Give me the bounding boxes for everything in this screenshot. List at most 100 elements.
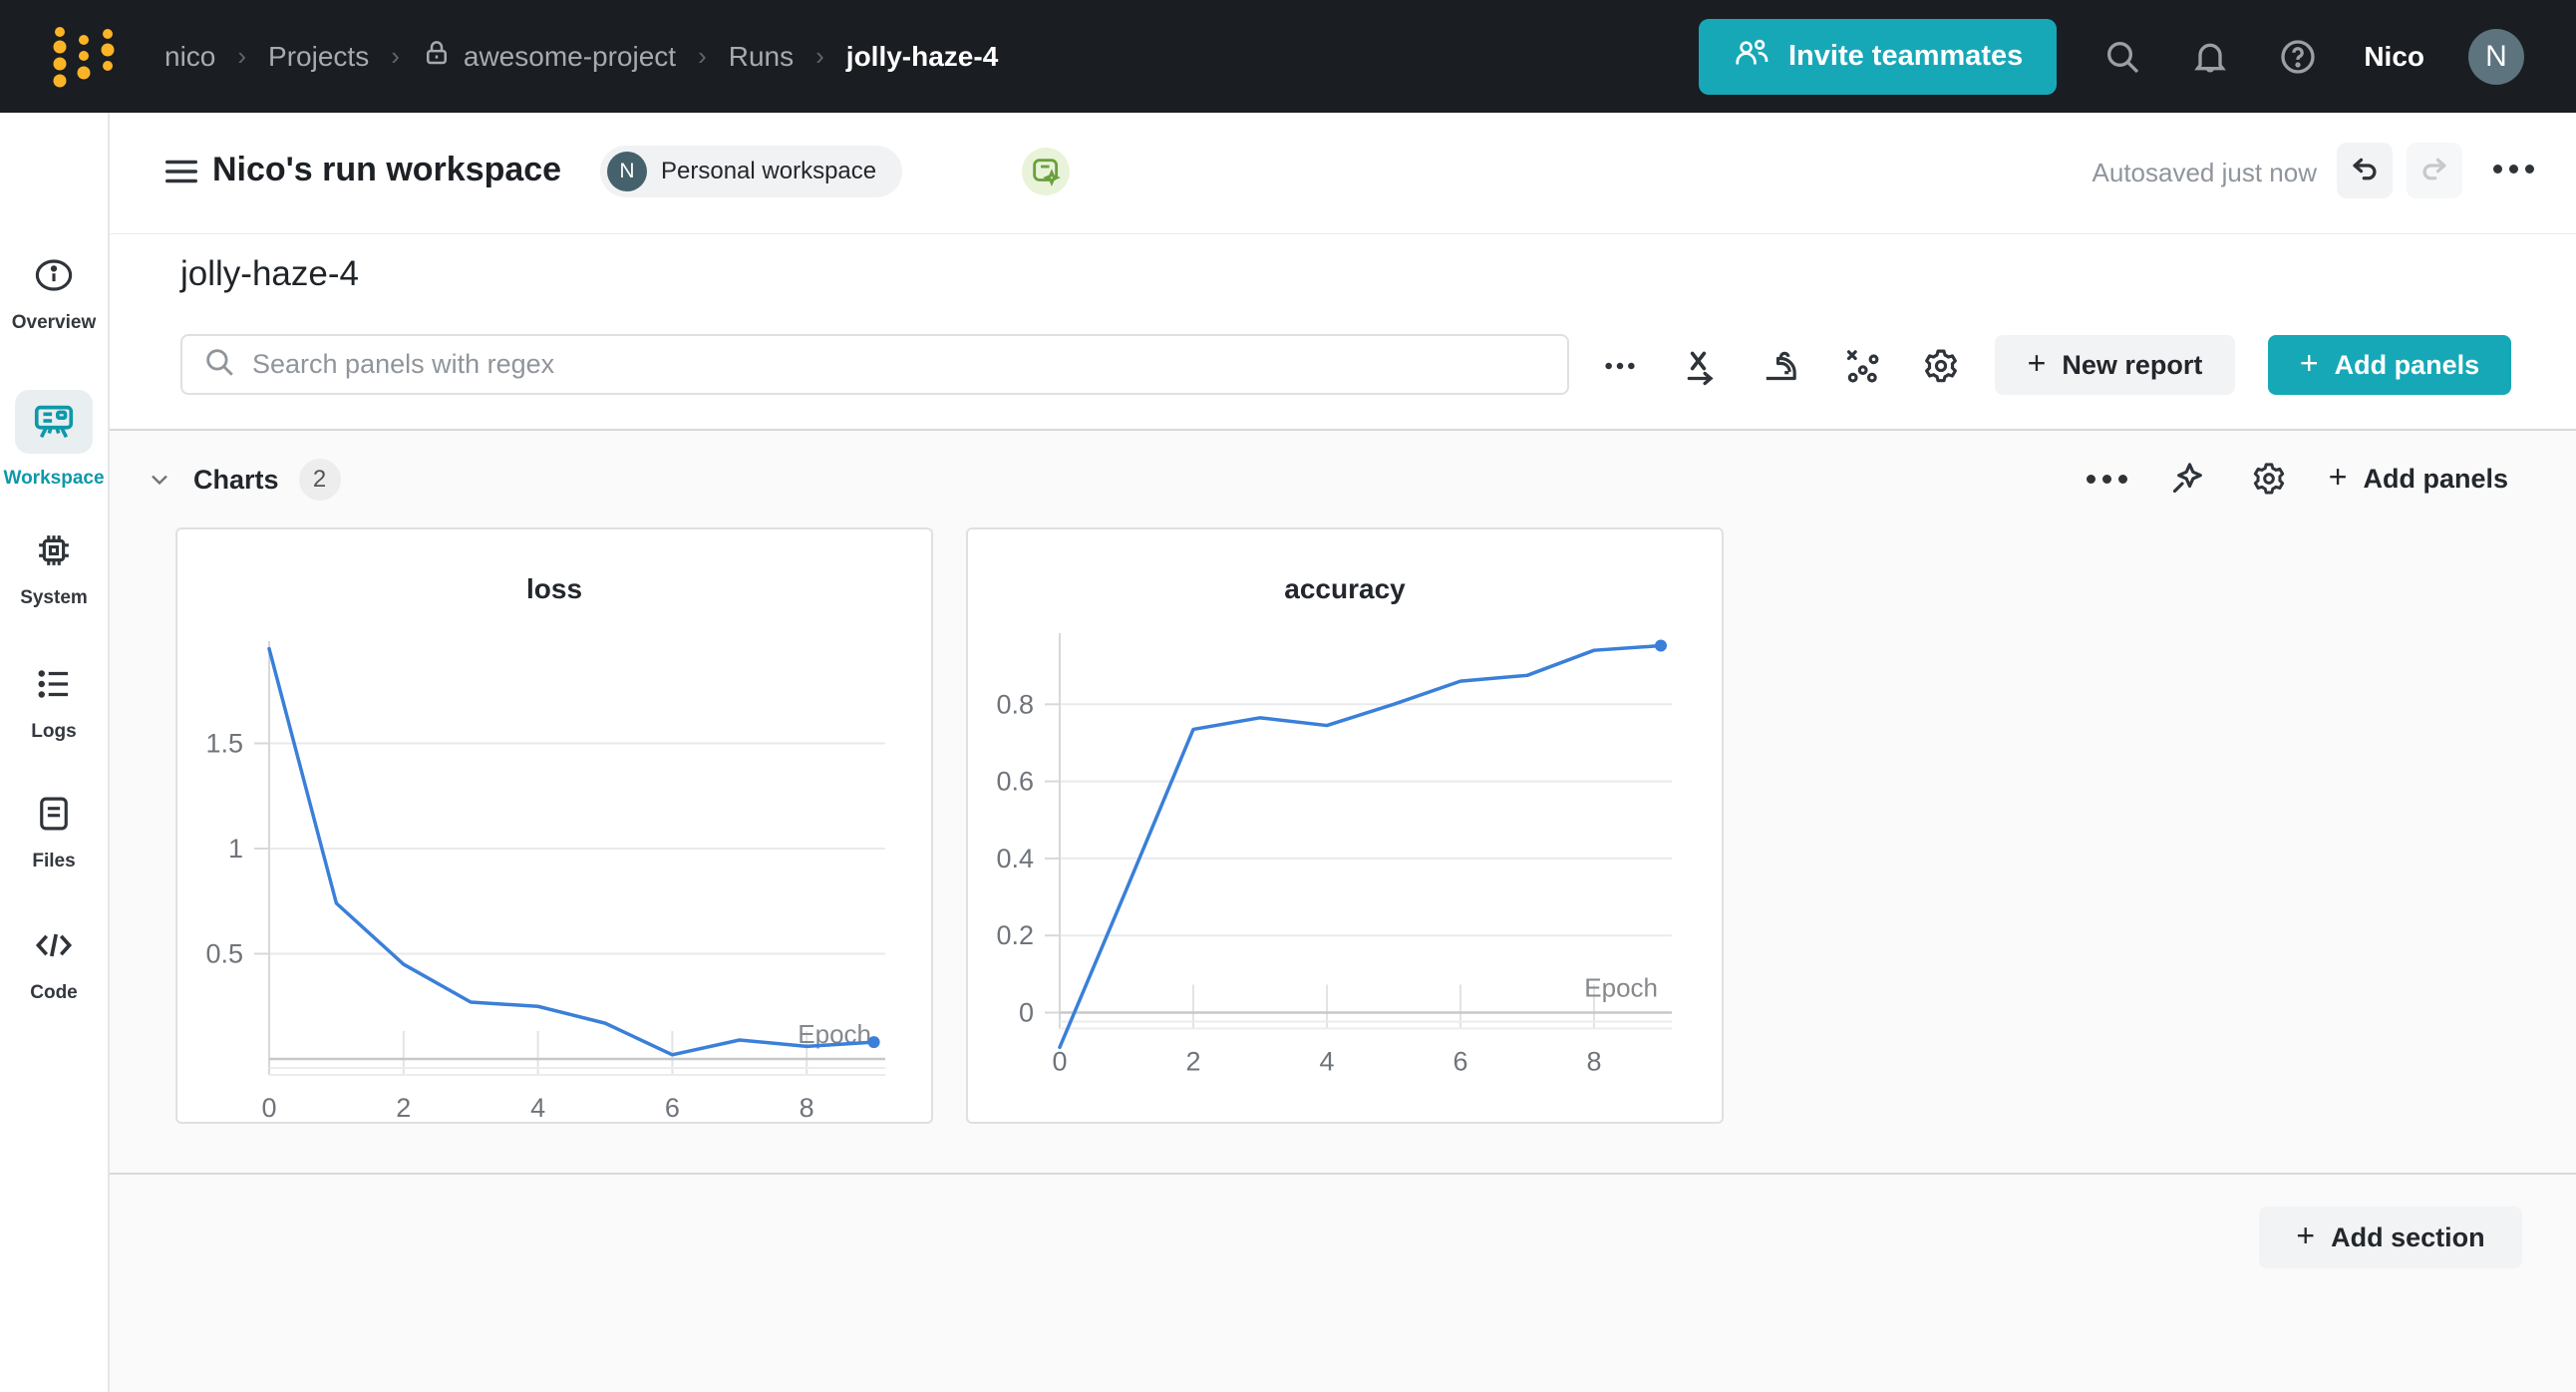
search-icon[interactable] (2100, 35, 2144, 79)
document-icon (0, 791, 108, 837)
svg-text:0.8: 0.8 (996, 689, 1034, 719)
section-add-panels-button[interactable]: + Add panels (2328, 459, 2508, 495)
breadcrumb-projects[interactable]: Projects (268, 40, 370, 72)
chevron-down-icon (146, 466, 173, 494)
panel-settings-gear-icon[interactable] (1918, 343, 1964, 389)
sparkle-panel-icon[interactable] (1022, 148, 1070, 195)
sidebar-item-code[interactable]: Code (0, 922, 108, 1004)
sidebar-item-system[interactable]: System (0, 527, 108, 609)
svg-text:2: 2 (1185, 1047, 1200, 1077)
panel-search-input[interactable] (252, 349, 1547, 380)
svg-text:4: 4 (530, 1093, 545, 1123)
sidebar-label-workspace: Workspace (3, 468, 105, 489)
run-name-title: jolly-haze-4 (180, 254, 359, 293)
chart-panel-accuracy[interactable]: 0 0.2 0.4 0.6 0.8 0 2 4 6 8 Epoch accuracy (966, 527, 1724, 1124)
svg-text:8: 8 (1586, 1047, 1601, 1077)
breadcrumb: nico › Projects › awesome-project › Runs… (164, 0, 998, 113)
svg-text:6: 6 (665, 1093, 680, 1123)
svg-text:2: 2 (396, 1093, 411, 1123)
svg-text:0.5: 0.5 (205, 939, 243, 969)
svg-text:0: 0 (1019, 998, 1034, 1028)
wandb-logo[interactable] (48, 24, 122, 95)
code-icon (0, 922, 108, 968)
info-icon (0, 252, 108, 298)
breadcrumb-separator: › (698, 41, 707, 71)
workspace-owner-avatar: N (607, 152, 647, 191)
sidebar-item-files[interactable]: Files (0, 791, 108, 872)
pin-panels-icon[interactable] (2165, 457, 2209, 501)
svg-text:0.6: 0.6 (996, 767, 1034, 797)
breadcrumb-separator: › (237, 41, 247, 71)
help-icon[interactable] (2276, 35, 2320, 79)
sidebar-label-files: Files (32, 851, 76, 871)
section-add-panels-label: Add panels (2363, 463, 2508, 494)
workspace-icon (15, 390, 93, 454)
top-navbar: nico › Projects › awesome-project › Runs… (0, 0, 2576, 113)
run-sidebar: Overview Workspace System (0, 113, 110, 1392)
sidebar-item-workspace[interactable]: Workspace (0, 390, 108, 490)
sidebar-label-code: Code (30, 982, 78, 1003)
invite-teammates-button[interactable]: Invite teammates (1698, 18, 2058, 95)
svg-text:0.2: 0.2 (996, 920, 1034, 950)
people-icon (1733, 36, 1771, 78)
breadcrumb-run[interactable]: jolly-haze-4 (845, 40, 999, 72)
new-report-label: New report (2062, 349, 2203, 380)
charts-section-header[interactable]: Charts 2 (146, 459, 341, 501)
avatar[interactable]: N (2468, 28, 2524, 85)
invite-teammates-label: Invite teammates (1787, 40, 2024, 72)
sidebar-label-system: System (20, 587, 88, 608)
plus-icon: + (2027, 345, 2047, 381)
smoothing-icon[interactable] (1758, 343, 1803, 389)
section-divider (110, 1173, 2576, 1175)
new-report-button[interactable]: + New report (1995, 335, 2235, 395)
redo-button[interactable] (2407, 143, 2462, 198)
header-more-options-button[interactable] (2493, 165, 2534, 174)
plus-icon: + (2328, 459, 2348, 495)
breadcrumb-separator: › (391, 41, 400, 71)
panel-search (180, 334, 1569, 395)
svg-text:0: 0 (1052, 1047, 1067, 1077)
search-icon (202, 345, 236, 384)
svg-text:Epoch: Epoch (1584, 973, 1658, 1003)
outliers-icon[interactable] (1838, 343, 1884, 389)
svg-text:1: 1 (228, 834, 243, 864)
plus-icon: + (2299, 345, 2319, 381)
add-section-label: Add section (2331, 1221, 2485, 1252)
x-axis-settings-icon[interactable] (1678, 343, 1724, 389)
personal-workspace-badge[interactable]: N Personal workspace (600, 146, 903, 197)
add-panels-button[interactable]: + Add panels (2268, 335, 2511, 395)
undo-button[interactable] (2337, 143, 2393, 198)
sidebar-label-logs: Logs (31, 721, 77, 742)
personal-workspace-label: Personal workspace (661, 158, 877, 184)
svg-text:8: 8 (800, 1093, 814, 1123)
panel-bar-more-icon[interactable] (1597, 343, 1643, 389)
menu-icon[interactable] (162, 156, 200, 187)
add-section-button[interactable]: + Add section (2259, 1207, 2522, 1268)
workspace-title: Nico's run workspace (212, 151, 562, 188)
chart-title-accuracy: accuracy (1284, 573, 1406, 604)
section-settings-gear-icon[interactable] (2247, 457, 2291, 501)
svg-text:6: 6 (1452, 1047, 1467, 1077)
username-label[interactable]: Nico (2364, 40, 2424, 72)
workspace-header: Nico's run workspace N Personal workspac… (110, 113, 2576, 234)
sidebar-item-logs[interactable]: Logs (0, 661, 108, 743)
lock-icon (422, 38, 452, 75)
breadcrumb-entity[interactable]: nico (164, 40, 216, 72)
breadcrumb-runs[interactable]: Runs (728, 40, 795, 72)
breadcrumb-separator: › (815, 41, 824, 71)
chart-panel-loss[interactable]: 0.5 1 1.5 0 2 4 6 8 Epoch loss (175, 527, 933, 1124)
plus-icon: + (2296, 1218, 2316, 1253)
svg-text:0.4: 0.4 (996, 844, 1034, 873)
svg-text:4: 4 (1319, 1047, 1334, 1077)
list-icon (0, 661, 108, 707)
charts-count-badge: 2 (298, 459, 341, 501)
breadcrumb-project[interactable]: awesome-project (422, 38, 676, 75)
cpu-chip-icon (0, 527, 108, 573)
autosave-status: Autosaved just now (2092, 158, 2317, 187)
svg-text:0: 0 (261, 1093, 276, 1123)
section-more-options-button[interactable] (2086, 474, 2127, 484)
notifications-bell-icon[interactable] (2188, 35, 2232, 79)
sidebar-item-overview[interactable]: Overview (0, 252, 108, 334)
svg-text:1.5: 1.5 (205, 729, 243, 759)
add-panels-label: Add panels (2334, 349, 2480, 380)
